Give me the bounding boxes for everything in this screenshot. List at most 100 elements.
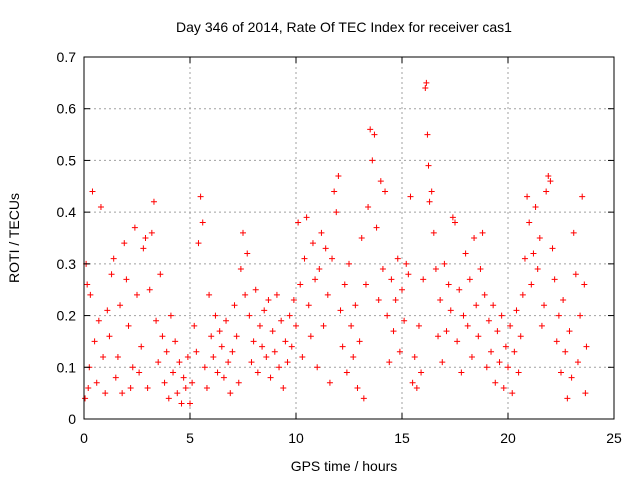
data-point xyxy=(356,338,363,345)
data-point xyxy=(352,302,359,309)
data-point xyxy=(309,240,316,247)
data-point xyxy=(150,198,157,205)
data-point xyxy=(521,255,528,262)
data-point xyxy=(443,328,450,335)
data-point xyxy=(127,384,134,391)
data-point xyxy=(216,328,223,335)
data-point xyxy=(136,369,143,376)
data-point xyxy=(114,353,121,360)
data-point xyxy=(269,328,276,335)
data-point xyxy=(350,353,357,360)
data-point xyxy=(411,353,418,360)
data-point xyxy=(551,276,558,283)
data-point xyxy=(225,359,232,366)
data-point xyxy=(365,203,372,210)
data-point xyxy=(163,348,170,355)
axis-ticks: 0 0.1 0.2 0.3 0.4 0.5 0.6 0.7 0 5 10 15 20 25 xyxy=(57,49,622,446)
data-point xyxy=(329,255,336,262)
data-point xyxy=(420,276,427,283)
data-point xyxy=(464,322,471,329)
data-point xyxy=(343,369,350,376)
data-point xyxy=(392,297,399,304)
data-point xyxy=(458,369,465,376)
data-point xyxy=(286,312,293,319)
data-point xyxy=(82,395,89,402)
data-point xyxy=(354,384,361,391)
data-point xyxy=(95,317,102,324)
data-point xyxy=(299,353,306,360)
data-point xyxy=(369,157,376,164)
data-point xyxy=(174,390,181,397)
data-point xyxy=(460,312,467,319)
data-point xyxy=(248,359,255,366)
data-point xyxy=(212,312,219,319)
x-tick-label: 10 xyxy=(288,430,304,446)
data-point xyxy=(318,229,325,236)
x-tick-label: 0 xyxy=(80,430,88,446)
data-point xyxy=(125,322,132,329)
data-point xyxy=(348,322,355,329)
data-point xyxy=(430,229,437,236)
data-point xyxy=(375,297,382,304)
data-point xyxy=(254,369,261,376)
data-point xyxy=(263,353,270,360)
data-point xyxy=(240,229,246,236)
data-point xyxy=(305,302,312,309)
data-point xyxy=(337,307,344,314)
data-point xyxy=(172,338,179,345)
data-point xyxy=(218,343,225,350)
data-point xyxy=(399,286,405,293)
data-point xyxy=(339,343,346,350)
data-point xyxy=(233,333,240,340)
data-point xyxy=(422,85,429,92)
data-point xyxy=(256,322,263,329)
data-point xyxy=(265,297,272,304)
data-point xyxy=(280,384,287,391)
data-point xyxy=(259,343,266,350)
data-point xyxy=(189,379,196,386)
data-point xyxy=(146,286,153,293)
data-point xyxy=(112,374,119,381)
data-point xyxy=(509,390,516,397)
data-point xyxy=(91,338,98,345)
data-point xyxy=(187,400,193,407)
data-point xyxy=(148,229,155,236)
data-point xyxy=(449,214,456,221)
data-point xyxy=(214,369,221,376)
data-point xyxy=(452,219,458,226)
data-point xyxy=(170,369,177,376)
data-point xyxy=(244,250,251,257)
data-point xyxy=(418,369,425,376)
data-point xyxy=(579,193,586,200)
data-point xyxy=(483,364,490,371)
data-point xyxy=(326,379,333,386)
data-point xyxy=(246,312,253,319)
data-point xyxy=(159,333,166,340)
data-point xyxy=(401,317,408,324)
data-point xyxy=(184,353,191,360)
data-point xyxy=(558,369,564,376)
data-point xyxy=(373,224,380,231)
data-point xyxy=(331,188,338,195)
x-tick-label: 20 xyxy=(500,430,516,446)
data-point xyxy=(488,348,495,355)
data-point xyxy=(432,266,439,273)
data-point xyxy=(513,307,520,314)
data-point xyxy=(570,229,577,236)
data-point xyxy=(229,348,236,355)
data-point xyxy=(490,302,497,309)
data-point xyxy=(454,338,461,345)
data-point xyxy=(425,162,432,169)
data-point xyxy=(182,384,189,391)
data-point xyxy=(382,188,389,195)
data-point xyxy=(428,188,435,195)
data-point xyxy=(252,286,259,293)
x-tick-label: 5 xyxy=(186,430,194,446)
data-point xyxy=(547,178,554,185)
data-point xyxy=(462,250,469,257)
data-point xyxy=(528,281,535,288)
data-point xyxy=(390,328,397,335)
data-point xyxy=(553,338,560,345)
data-point xyxy=(496,359,503,366)
data-point xyxy=(377,178,384,185)
